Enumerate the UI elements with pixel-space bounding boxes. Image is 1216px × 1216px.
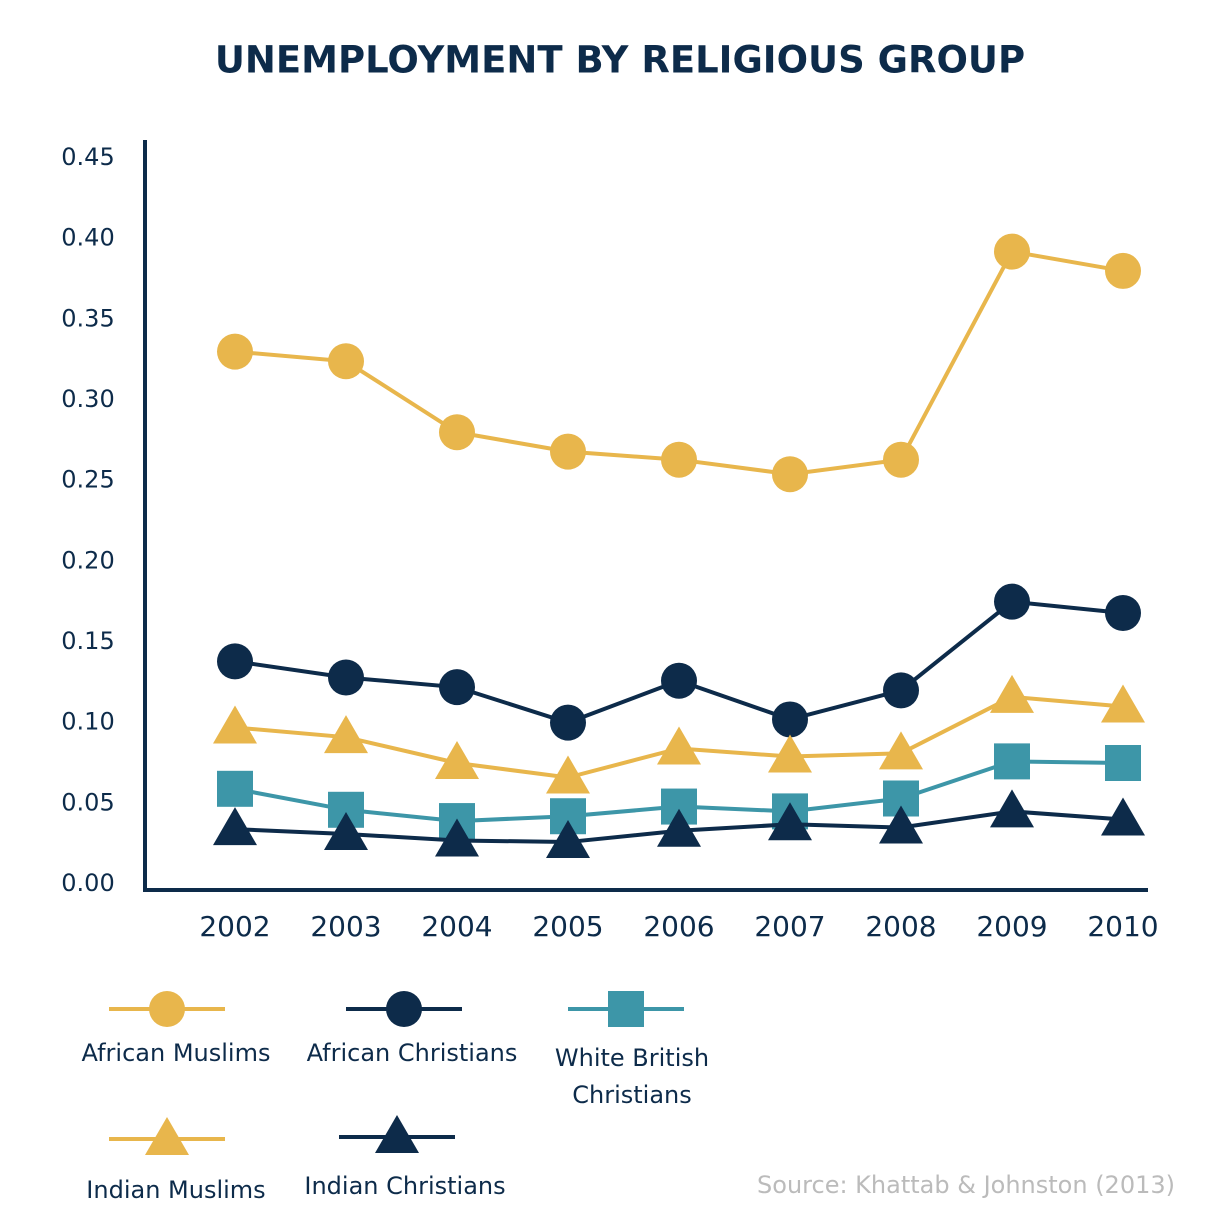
x-tick-label: 2005 (532, 910, 603, 943)
data-point (550, 704, 586, 741)
y-tick-label: 0.10 (61, 708, 114, 736)
data-point (768, 802, 812, 841)
data-point (994, 583, 1030, 620)
legend-marker (608, 991, 644, 1027)
source: Source: Khattab & Johnston (2013) (757, 1171, 1175, 1199)
data-point (324, 811, 368, 850)
data-point (772, 701, 808, 738)
data-point (879, 731, 923, 770)
x-tick-label: 2010 (1087, 910, 1158, 943)
y-tick-label: 0.25 (61, 466, 114, 494)
data-point (439, 669, 475, 706)
data-point (546, 820, 590, 859)
data-point (883, 441, 919, 478)
y-tick-label: 0.45 (61, 143, 114, 171)
data-point (661, 441, 697, 478)
y-tick-label: 0.20 (61, 546, 114, 574)
data-point (1105, 594, 1141, 631)
chart-title: UNEMPLOYMENT BY RELIGIOUS GROUP (215, 39, 1025, 82)
data-point (768, 734, 812, 773)
data-point (657, 808, 701, 847)
legend-marker (375, 1115, 419, 1153)
y-tick-label: 0.15 (61, 627, 114, 655)
data-point (1105, 252, 1141, 289)
data-point (883, 672, 919, 709)
y-tick-label: 0.30 (61, 385, 114, 413)
data-point (328, 659, 364, 696)
legend-label: Indian Christians (304, 1172, 506, 1200)
data-point (213, 705, 257, 744)
data-point (1105, 745, 1141, 781)
x-tick-label: 2007 (754, 910, 825, 943)
data-point (990, 674, 1034, 713)
series-line (234, 249, 1124, 477)
data-point (217, 643, 253, 680)
legend-label: African Christians (306, 1039, 518, 1067)
x-tick-label: 2004 (421, 910, 492, 943)
data-point (328, 343, 364, 380)
legend-marker (145, 1117, 189, 1155)
data-point (217, 333, 253, 370)
data-point (994, 743, 1030, 780)
x-tick-label: 2003 (310, 910, 381, 943)
legend-marker (149, 991, 185, 1027)
data-point (1101, 684, 1145, 723)
data-point (213, 807, 257, 846)
data-point (439, 414, 475, 451)
y-tick-label: 0.05 (61, 788, 114, 816)
x-tick-label: 2002 (199, 910, 270, 943)
data-point (324, 715, 368, 754)
y-tick-label: 0.40 (61, 224, 114, 252)
data-point (772, 456, 808, 493)
data-point (435, 741, 479, 779)
x-tick-label: 2009 (976, 910, 1047, 943)
x-tick-label: 2008 (865, 910, 936, 943)
data-point (879, 805, 923, 844)
data-point (546, 755, 590, 794)
data-point (435, 818, 479, 857)
data-point (994, 233, 1030, 270)
y-tick-label: 0.35 (61, 304, 114, 332)
data-point (661, 662, 697, 699)
y-tick-label: 0.00 (61, 869, 114, 897)
data-point (657, 726, 701, 765)
legend-label: African Muslims (81, 1039, 271, 1067)
x-tick-label: 2006 (643, 910, 714, 943)
data-point (1101, 797, 1145, 836)
data-point (990, 789, 1034, 828)
legend-marker (386, 991, 422, 1027)
legend-label: White British Christians (554, 1044, 710, 1109)
legend-label: Indian Muslims (86, 1176, 266, 1204)
series-line (234, 599, 1124, 725)
data-point (550, 433, 586, 470)
data-point (217, 770, 253, 807)
